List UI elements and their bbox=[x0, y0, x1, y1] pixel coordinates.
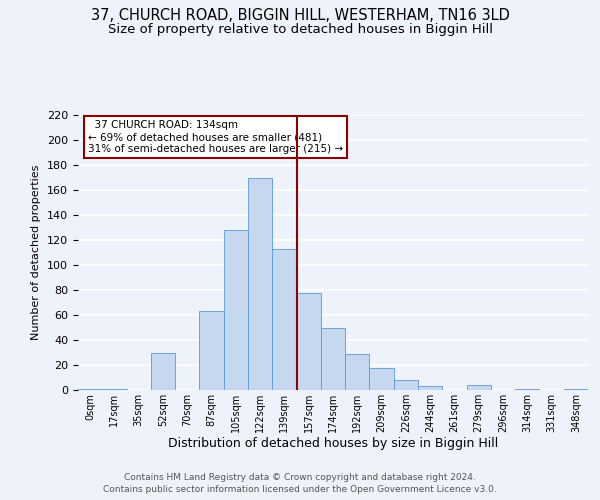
Y-axis label: Number of detached properties: Number of detached properties bbox=[31, 165, 41, 340]
Bar bbox=[515, 389, 539, 390]
Bar bbox=[370, 368, 394, 390]
Bar bbox=[296, 292, 321, 390]
Text: 37, CHURCH ROAD, BIGGIN HILL, WESTERHAM, TN16 3LD: 37, CHURCH ROAD, BIGGIN HILL, WESTERHAM,… bbox=[91, 8, 509, 22]
Bar bbox=[321, 328, 345, 390]
Bar bbox=[418, 386, 442, 390]
Bar bbox=[345, 354, 370, 390]
Text: 37 CHURCH ROAD: 134sqm  
← 69% of detached houses are smaller (481)
31% of semi-: 37 CHURCH ROAD: 134sqm ← 69% of detached… bbox=[88, 120, 343, 154]
Bar bbox=[78, 389, 102, 390]
Text: Contains HM Land Registry data © Crown copyright and database right 2024.: Contains HM Land Registry data © Crown c… bbox=[124, 472, 476, 482]
Bar bbox=[394, 380, 418, 390]
Bar bbox=[199, 311, 224, 390]
Bar bbox=[467, 385, 491, 390]
Text: Distribution of detached houses by size in Biggin Hill: Distribution of detached houses by size … bbox=[168, 438, 498, 450]
Bar bbox=[151, 352, 175, 390]
Bar bbox=[248, 178, 272, 390]
Bar bbox=[102, 389, 127, 390]
Bar bbox=[224, 230, 248, 390]
Text: Size of property relative to detached houses in Biggin Hill: Size of property relative to detached ho… bbox=[107, 22, 493, 36]
Bar bbox=[272, 248, 296, 390]
Bar bbox=[564, 389, 588, 390]
Text: Contains public sector information licensed under the Open Government Licence v3: Contains public sector information licen… bbox=[103, 485, 497, 494]
